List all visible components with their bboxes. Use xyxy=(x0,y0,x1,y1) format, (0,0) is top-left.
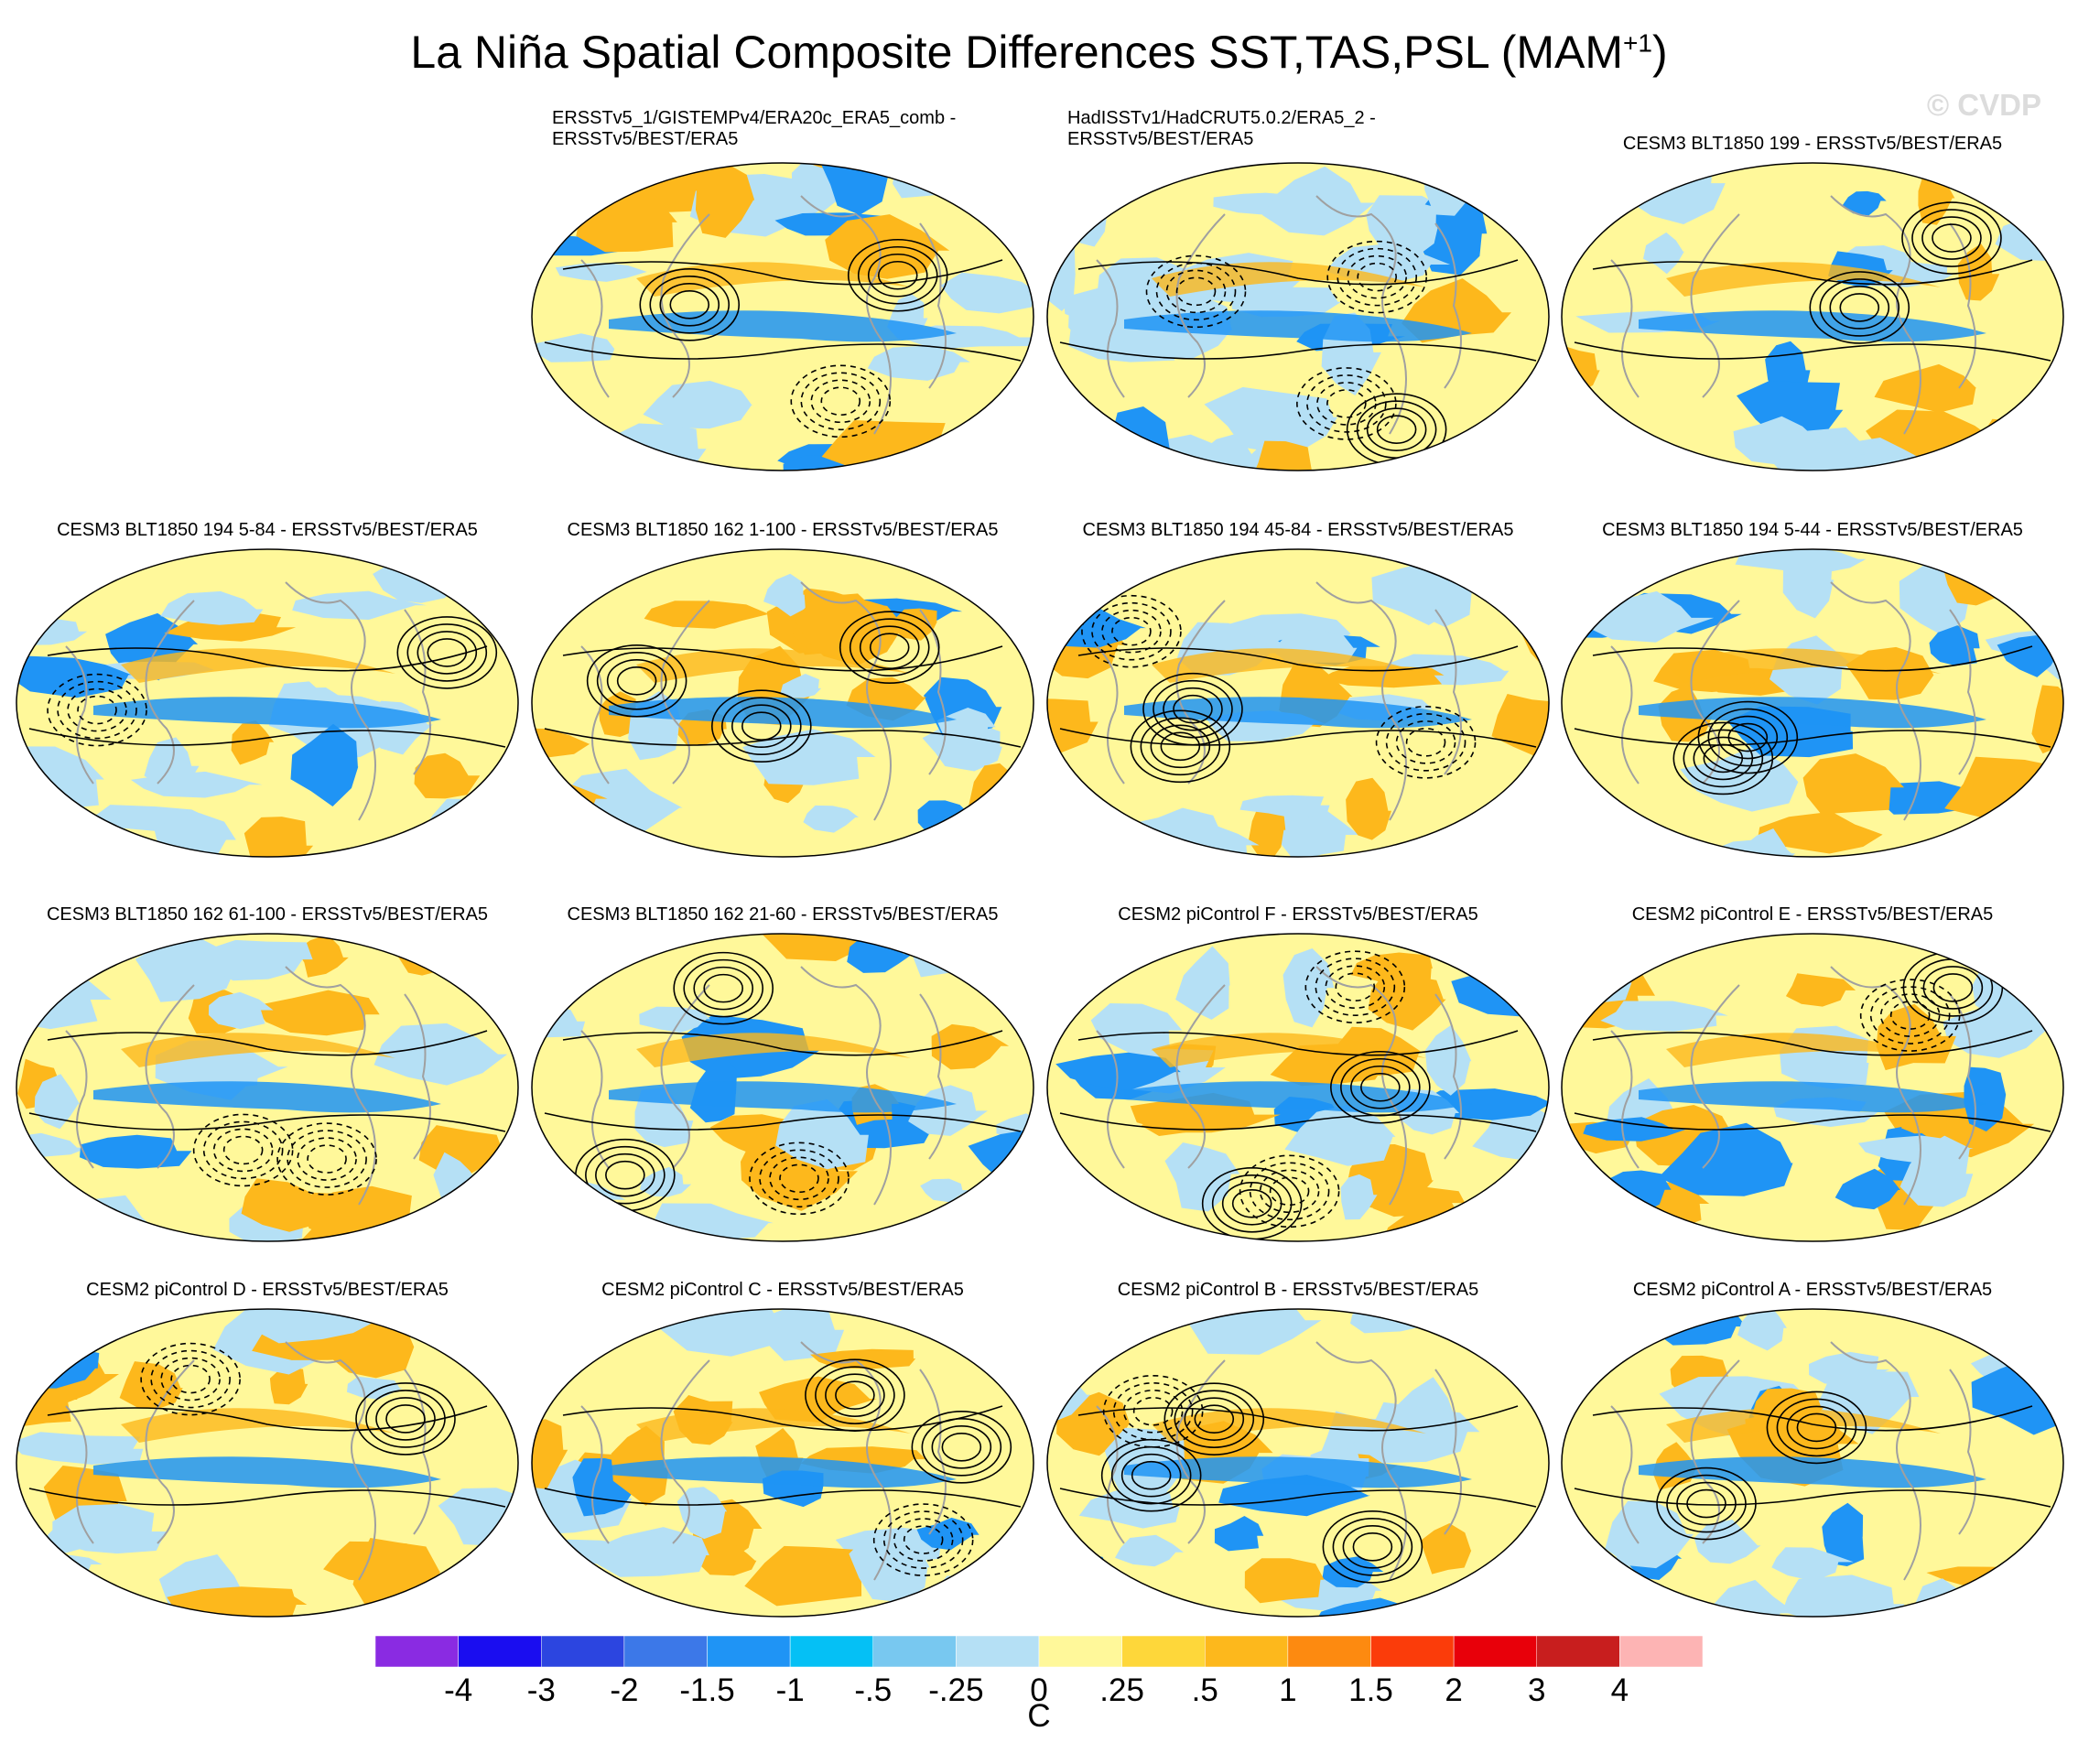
panel-title: CESM2 piControl E - ERSSTv5/BEST/ERA5 xyxy=(1631,904,1994,925)
map-panel: CESM2 piControl C - ERSSTv5/BEST/ERA5 xyxy=(526,1254,1039,1620)
colorbar-swatch xyxy=(707,1635,791,1668)
panel-title: CESM2 piControl A - ERSSTv5/BEST/ERA5 xyxy=(1632,1280,1993,1300)
robinson-map xyxy=(1561,162,2064,471)
panel-title: CESM3 BLT1850 194 5-84 - ERSSTv5/BEST/ER… xyxy=(57,520,478,540)
colorbar-swatch xyxy=(541,1635,625,1668)
panel-title: CESM2 piControl D - ERSSTv5/BEST/ERA5 xyxy=(86,1280,449,1300)
colorbar-tick-label: -.25 xyxy=(928,1672,984,1708)
map-panel: CESM3 BLT1850 162 61-100 - ERSSTv5/BEST/… xyxy=(11,879,524,1245)
panel-title: ERSSTv5_1/GISTEMPv4/ERA20c_ERA5_comb - E… xyxy=(552,108,957,149)
robinson-map xyxy=(1046,548,1550,858)
robinson-map xyxy=(531,548,1034,858)
colorbar-tick-label: -3 xyxy=(526,1672,556,1708)
colorbar-tick-label: -.5 xyxy=(854,1672,893,1708)
map-panel: ERSSTv5_1/GISTEMPv4/ERA20c_ERA5_comb - E… xyxy=(526,108,1039,474)
map-panel: CESM2 piControl E - ERSSTv5/BEST/ERA5 xyxy=(1556,879,2069,1245)
map-panel: CESM3 BLT1850 162 1-100 - ERSSTv5/BEST/E… xyxy=(526,494,1039,860)
panel-title: CESM3 BLT1850 162 21-60 - ERSSTv5/BEST/E… xyxy=(567,904,999,925)
colorbar: -4 -3 -2 -1.5 -1 -.5 -.25 0 .25 .5 1 1.5 2 3 4 xyxy=(374,1634,1704,1708)
colorbar-swatch xyxy=(374,1635,459,1668)
colorbar-tick-label: 4 xyxy=(1610,1672,1629,1708)
colorbar-bar xyxy=(374,1635,1704,1668)
panel-title: CESM2 piControl B - ERSSTv5/BEST/ERA5 xyxy=(1117,1280,1479,1300)
robinson-map xyxy=(1561,1308,2064,1618)
colorbar-tick-label: 1.5 xyxy=(1348,1672,1393,1708)
colorbar-tick-label: -2 xyxy=(610,1672,639,1708)
colorbar-tick-label: 2 xyxy=(1445,1672,1463,1708)
colorbar-tick-label: 0 xyxy=(1030,1672,1048,1708)
map-panel: CESM2 piControl B - ERSSTv5/BEST/ERA5 xyxy=(1042,1254,1554,1620)
colorbar-swatch xyxy=(789,1635,873,1668)
colorbar-tick-label: .25 xyxy=(1099,1672,1144,1708)
colorbar-swatch xyxy=(1453,1635,1537,1668)
robinson-map xyxy=(1046,1308,1550,1618)
colorbar-swatch xyxy=(872,1635,957,1668)
robinson-map xyxy=(531,933,1034,1242)
map-panel: CESM3 BLT1850 194 5-44 - ERSSTv5/BEST/ER… xyxy=(1556,494,2069,860)
colorbar-swatch xyxy=(956,1635,1040,1668)
colorbar-swatch xyxy=(1287,1635,1371,1668)
robinson-map xyxy=(16,933,519,1242)
colorbar-tick-label: .5 xyxy=(1191,1672,1218,1708)
colorbar-swatch xyxy=(623,1635,708,1668)
robinson-map xyxy=(16,1308,519,1618)
map-panel: CESM2 piControl A - ERSSTv5/BEST/ERA5 xyxy=(1556,1254,2069,1620)
colorbar-swatch xyxy=(458,1635,542,1668)
map-panel: CESM2 piControl D - ERSSTv5/BEST/ERA5 xyxy=(11,1254,524,1620)
map-panel: CESM3 BLT1850 194 5-84 - ERSSTv5/BEST/ER… xyxy=(11,494,524,860)
panel-title: CESM3 BLT1850 199 - ERSSTv5/BEST/ERA5 xyxy=(1622,134,2003,154)
panel-title: CESM3 BLT1850 162 1-100 - ERSSTv5/BEST/E… xyxy=(567,520,999,540)
colorbar-swatch xyxy=(1619,1635,1704,1668)
map-panel: HadISSTv1/HadCRUT5.0.2/ERA5_2 - ERSSTv5/… xyxy=(1042,108,1554,474)
cvdp-watermark: © CVDP xyxy=(1926,88,2041,122)
panel-title: CESM3 BLT1850 194 45-84 - ERSSTv5/BEST/E… xyxy=(1082,520,1514,540)
colorbar-tick-label: 3 xyxy=(1528,1672,1546,1708)
colorbar-unit: C xyxy=(1027,1698,1051,1734)
map-panel: CESM3 BLT1850 199 - ERSSTv5/BEST/ERA5 xyxy=(1556,108,2069,474)
robinson-map xyxy=(531,162,1034,471)
colorbar-swatch xyxy=(1205,1635,1289,1668)
robinson-map xyxy=(531,1308,1034,1618)
robinson-map xyxy=(1046,933,1550,1242)
colorbar-tick-label: -4 xyxy=(444,1672,473,1708)
robinson-map xyxy=(1561,933,2064,1242)
map-panel: CESM2 piControl F - ERSSTv5/BEST/ERA5 xyxy=(1042,879,1554,1245)
panel-title: CESM2 piControl F - ERSSTv5/BEST/ERA5 xyxy=(1118,904,1478,925)
map-panel: CESM3 BLT1850 194 45-84 - ERSSTv5/BEST/E… xyxy=(1042,494,1554,860)
map-panel: CESM3 BLT1850 162 21-60 - ERSSTv5/BEST/E… xyxy=(526,879,1039,1245)
robinson-map xyxy=(1561,548,2064,858)
colorbar-swatch xyxy=(1536,1635,1620,1668)
robinson-map xyxy=(16,548,519,858)
colorbar-swatch xyxy=(1370,1635,1455,1668)
colorbar-tick-label: -1 xyxy=(775,1672,805,1708)
colorbar-swatch xyxy=(1121,1635,1206,1668)
panel-title: CESM2 piControl C - ERSSTv5/BEST/ERA5 xyxy=(601,1280,964,1300)
panel-title: CESM3 BLT1850 194 5-44 - ERSSTv5/BEST/ER… xyxy=(1602,520,2023,540)
colorbar-tick-label: -1.5 xyxy=(679,1672,735,1708)
panel-title: HadISSTv1/HadCRUT5.0.2/ERA5_2 - ERSSTv5/… xyxy=(1067,108,1376,149)
figure-title: La Niña Spatial Composite Differences SS… xyxy=(410,27,1668,78)
robinson-map xyxy=(1046,162,1550,471)
colorbar-tick-label: 1 xyxy=(1279,1672,1297,1708)
colorbar-swatch xyxy=(1038,1635,1122,1668)
panel-title: CESM3 BLT1850 162 61-100 - ERSSTv5/BEST/… xyxy=(46,904,489,925)
